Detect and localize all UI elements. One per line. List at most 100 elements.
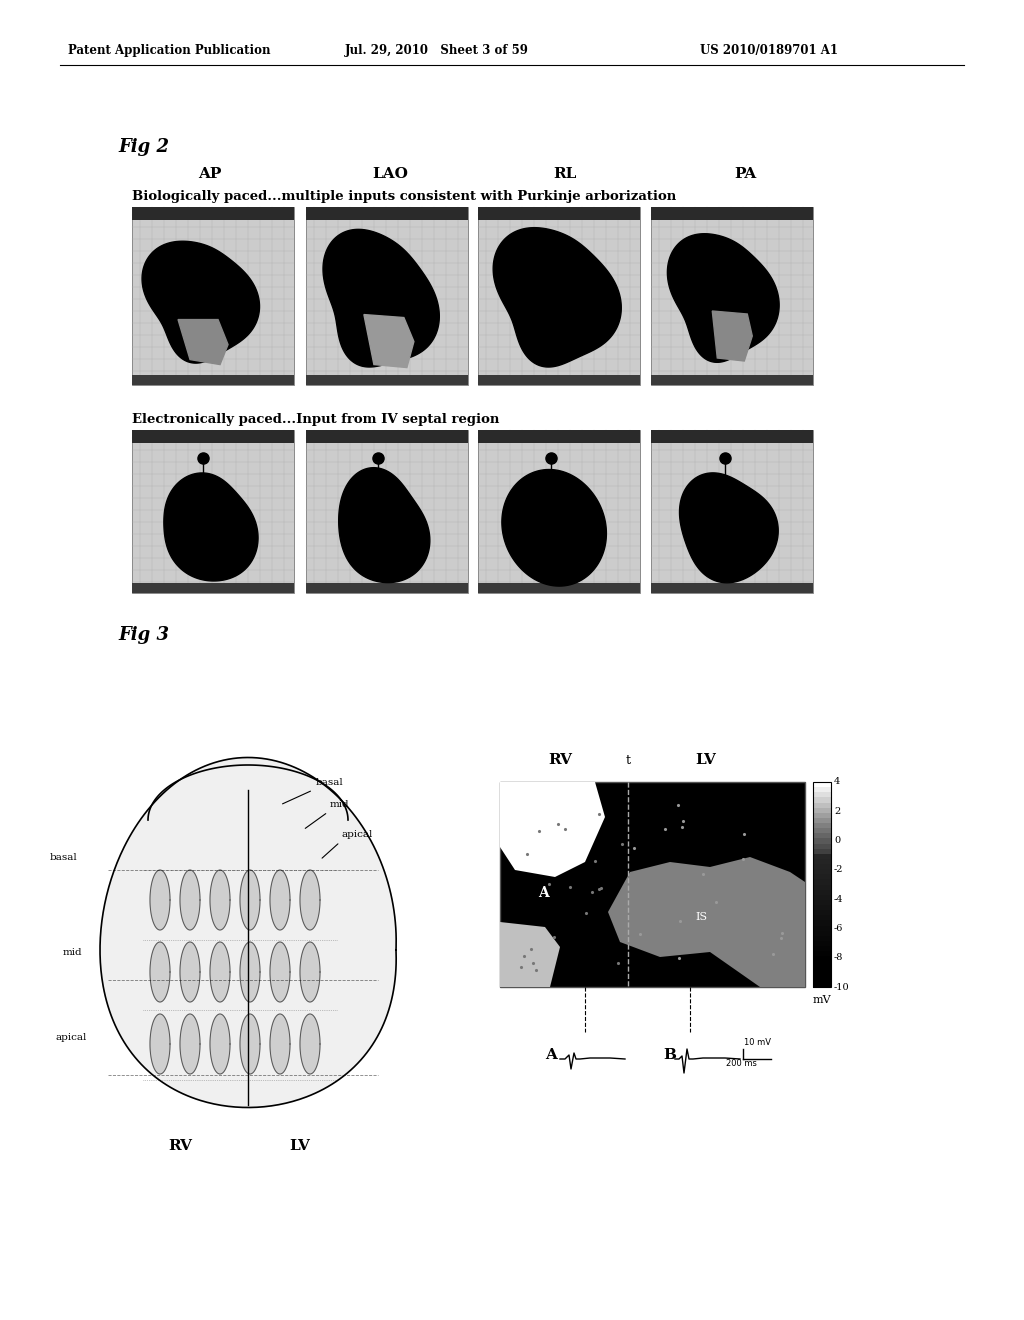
Bar — [306, 207, 468, 385]
Bar — [306, 430, 468, 593]
Text: IS: IS — [695, 912, 708, 921]
Bar — [813, 874, 831, 880]
Polygon shape — [270, 942, 290, 1002]
Bar — [813, 941, 831, 946]
Text: apical: apical — [56, 1034, 87, 1041]
Text: A: A — [538, 886, 549, 900]
Polygon shape — [300, 942, 319, 1002]
Polygon shape — [270, 870, 290, 931]
Bar — [813, 909, 831, 916]
Text: Patent Application Publication: Patent Application Publication — [68, 44, 270, 57]
Bar — [813, 982, 831, 987]
Polygon shape — [680, 473, 778, 582]
Polygon shape — [210, 870, 230, 931]
Text: 200 ms: 200 ms — [726, 1059, 757, 1068]
Bar — [813, 946, 831, 952]
Polygon shape — [500, 781, 605, 876]
Text: 2: 2 — [834, 807, 841, 816]
Bar — [132, 430, 294, 444]
Bar — [813, 781, 831, 788]
Text: RV: RV — [168, 1139, 193, 1152]
Polygon shape — [323, 230, 439, 367]
Bar — [813, 838, 831, 843]
Polygon shape — [100, 758, 396, 1107]
Bar — [813, 797, 831, 803]
Text: basal: basal — [50, 853, 78, 862]
Text: Fig 3: Fig 3 — [118, 626, 169, 644]
Bar — [813, 895, 831, 900]
Polygon shape — [364, 314, 414, 367]
Bar — [813, 977, 831, 982]
Text: t: t — [626, 754, 631, 767]
Text: Biologically paced...multiple inputs consistent with Purkinje arborization: Biologically paced...multiple inputs con… — [132, 190, 676, 203]
Text: 4: 4 — [834, 777, 841, 787]
Bar — [813, 808, 831, 813]
Polygon shape — [164, 473, 258, 581]
Text: RV: RV — [548, 752, 572, 767]
Bar — [813, 822, 831, 829]
Bar — [478, 583, 640, 593]
Bar — [306, 375, 468, 385]
Bar — [478, 207, 640, 385]
Bar — [813, 792, 831, 797]
Text: apical: apical — [342, 830, 374, 840]
Polygon shape — [713, 312, 753, 360]
Bar — [132, 207, 294, 220]
Text: -8: -8 — [834, 953, 844, 962]
Bar — [813, 781, 831, 987]
Text: RL: RL — [553, 168, 577, 181]
Bar — [651, 207, 813, 220]
Bar — [813, 828, 831, 834]
Polygon shape — [608, 857, 805, 987]
Bar — [132, 207, 294, 385]
Polygon shape — [668, 234, 779, 362]
Bar — [813, 833, 831, 840]
Text: -2: -2 — [834, 866, 844, 874]
Bar — [813, 879, 831, 884]
Bar — [813, 865, 831, 870]
Text: mid: mid — [63, 948, 83, 957]
Bar — [478, 430, 640, 444]
Text: LAO: LAO — [372, 168, 408, 181]
Bar — [813, 966, 831, 972]
Text: B: B — [663, 1048, 676, 1063]
Polygon shape — [180, 1014, 200, 1074]
Polygon shape — [210, 942, 230, 1002]
Text: LV: LV — [695, 752, 716, 767]
Bar — [813, 884, 831, 890]
Polygon shape — [240, 942, 260, 1002]
Bar — [813, 843, 831, 849]
Bar — [813, 849, 831, 854]
Text: -6: -6 — [834, 924, 844, 933]
Text: -10: -10 — [834, 982, 850, 991]
Bar — [306, 583, 468, 593]
Bar — [651, 583, 813, 593]
Bar — [813, 803, 831, 808]
Text: mid: mid — [330, 800, 349, 809]
Bar — [651, 430, 813, 593]
Bar — [132, 583, 294, 593]
Bar — [813, 813, 831, 818]
Polygon shape — [300, 1014, 319, 1074]
Text: A: A — [545, 1048, 557, 1063]
Text: 10 mV: 10 mV — [744, 1038, 771, 1047]
Bar — [813, 854, 831, 859]
Bar — [813, 869, 831, 875]
Bar — [813, 925, 831, 931]
Bar — [132, 430, 294, 593]
Polygon shape — [240, 1014, 260, 1074]
Bar — [813, 900, 831, 906]
Bar — [813, 952, 831, 957]
Polygon shape — [240, 870, 260, 931]
Bar — [132, 375, 294, 385]
Bar — [478, 207, 640, 220]
Bar — [813, 787, 831, 793]
Bar — [651, 207, 813, 385]
Bar — [478, 430, 640, 593]
Polygon shape — [178, 319, 228, 364]
Polygon shape — [142, 242, 259, 363]
Bar — [813, 920, 831, 927]
Text: 0: 0 — [834, 836, 840, 845]
Text: mV: mV — [813, 995, 831, 1005]
Bar — [813, 972, 831, 977]
